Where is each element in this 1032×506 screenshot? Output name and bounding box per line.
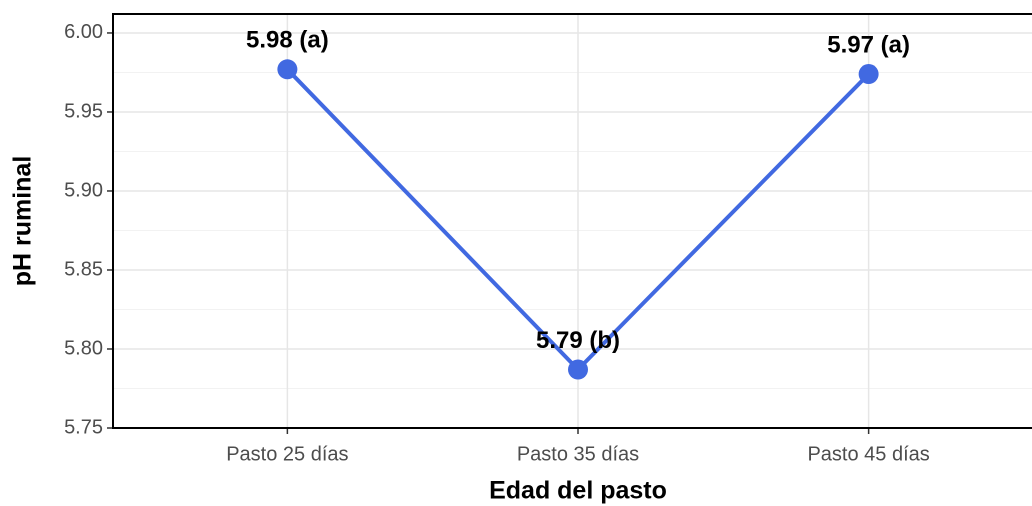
y-tick-label: 5.85 bbox=[64, 258, 103, 280]
data-label: 5.79 (b) bbox=[536, 327, 620, 354]
x-tick-label: Pasto 35 días bbox=[517, 443, 639, 465]
y-tick-label: 5.95 bbox=[64, 100, 103, 122]
panel-border bbox=[112, 13, 1032, 429]
point bbox=[858, 64, 879, 85]
y-axis-title: pH ruminal bbox=[9, 156, 37, 287]
x-axis-title: Edad del pasto bbox=[489, 477, 667, 505]
point bbox=[568, 359, 588, 380]
y-tick-label: 6.00 bbox=[64, 21, 103, 43]
data-label: 5.98 (a) bbox=[246, 27, 329, 54]
x-tick-label: Pasto 25 días bbox=[226, 443, 348, 465]
y-tick-label: 5.80 bbox=[64, 337, 103, 359]
data-label: 5.97 (a) bbox=[827, 31, 910, 58]
point bbox=[277, 59, 298, 80]
y-tick-label: 5.90 bbox=[64, 179, 103, 201]
y-tick-label: 5.75 bbox=[64, 416, 103, 438]
x-tick-label: Pasto 45 días bbox=[807, 443, 929, 465]
